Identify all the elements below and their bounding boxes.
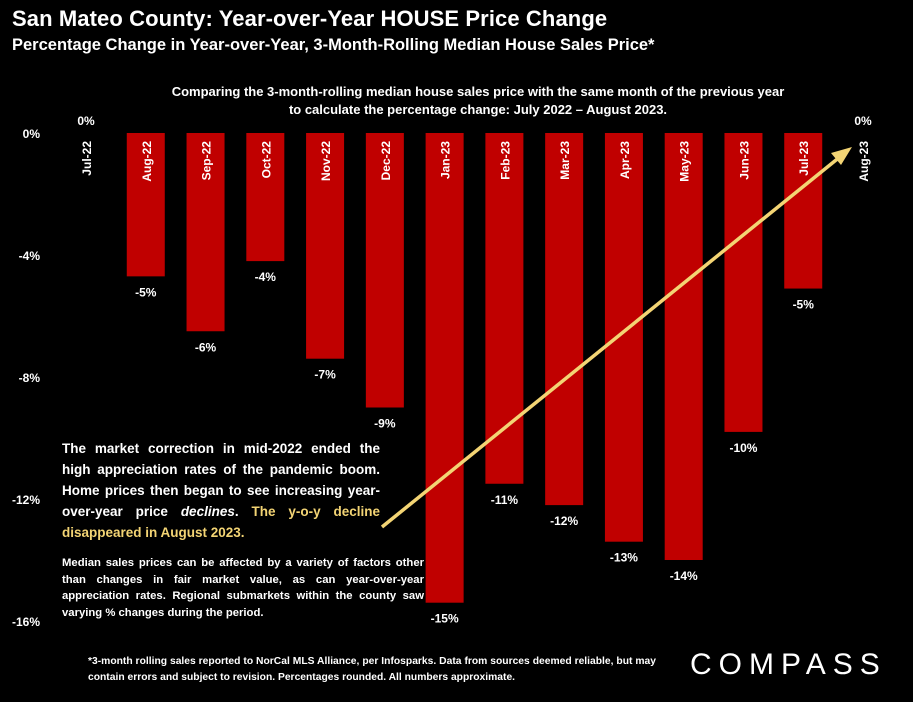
data-label: -5% [793, 298, 815, 312]
data-label: 0% [77, 114, 95, 128]
intro-text: Comparing the 3-month-rolling median hou… [171, 84, 785, 117]
category-label: Apr-23 [618, 141, 632, 179]
trend-arrow-line [380, 154, 843, 529]
data-label: -13% [610, 551, 638, 565]
category-label: Jun-23 [737, 141, 751, 180]
data-label: -6% [195, 340, 217, 354]
bar [664, 133, 703, 560]
disclaimer-note: Median sales prices can be affected by a… [62, 557, 424, 619]
category-label: May-23 [678, 141, 692, 182]
category-label: Jan-23 [439, 141, 453, 179]
callout-text: The market correction in mid-2022 ended … [62, 438, 380, 543]
bar [365, 133, 404, 408]
data-label: -4% [255, 270, 277, 284]
chart-subtitle: Percentage Change in Year-over-Year, 3-M… [12, 36, 655, 54]
trend-arrowhead [831, 147, 852, 165]
data-label: -5% [135, 285, 157, 299]
data-label: -11% [491, 493, 519, 507]
bar [784, 133, 823, 289]
y-tick-label: -4% [19, 249, 41, 263]
data-label: 0% [854, 114, 872, 128]
data-label: -10% [729, 441, 757, 455]
category-label: Feb-23 [498, 141, 512, 180]
data-label: -7% [314, 368, 336, 382]
bar [186, 133, 225, 332]
category-label: Sep-22 [200, 141, 214, 181]
bar [246, 133, 285, 262]
callout-highlight: The y-o-y decline disappeared in August … [62, 504, 380, 540]
category-label: Oct-22 [259, 141, 273, 179]
callout-period: . [234, 504, 252, 519]
bar [545, 133, 584, 506]
category-label: Nov-22 [319, 141, 333, 181]
data-label: -15% [431, 612, 459, 626]
bar [126, 133, 165, 277]
y-tick-label: -16% [12, 615, 40, 629]
category-label: Dec-22 [379, 141, 393, 181]
category-label: Aug-23 [857, 141, 871, 182]
footnote: *3-month rolling sales reported to NorCa… [88, 656, 656, 683]
bar [425, 133, 464, 603]
category-label: Aug-22 [140, 141, 154, 182]
data-label: -12% [550, 514, 578, 528]
y-tick-label: 0% [23, 127, 41, 141]
category-label: Jul-22 [80, 141, 94, 176]
data-label: -9% [374, 417, 396, 431]
callout-emphasis: declines [180, 504, 235, 519]
data-label: -14% [670, 569, 698, 583]
callout-body: The market correction in mid-2022 ended … [62, 441, 380, 519]
y-tick-label: -8% [19, 371, 41, 385]
bar [485, 133, 524, 484]
bar [306, 133, 345, 359]
chart-title: San Mateo County: Year-over-Year HOUSE P… [12, 6, 608, 31]
category-label: Mar-23 [558, 141, 572, 180]
compass-logo: COMPASS [690, 648, 887, 681]
category-label: Jul-23 [797, 141, 811, 176]
y-tick-label: -12% [12, 493, 40, 507]
bar [604, 133, 643, 542]
bar [724, 133, 763, 432]
